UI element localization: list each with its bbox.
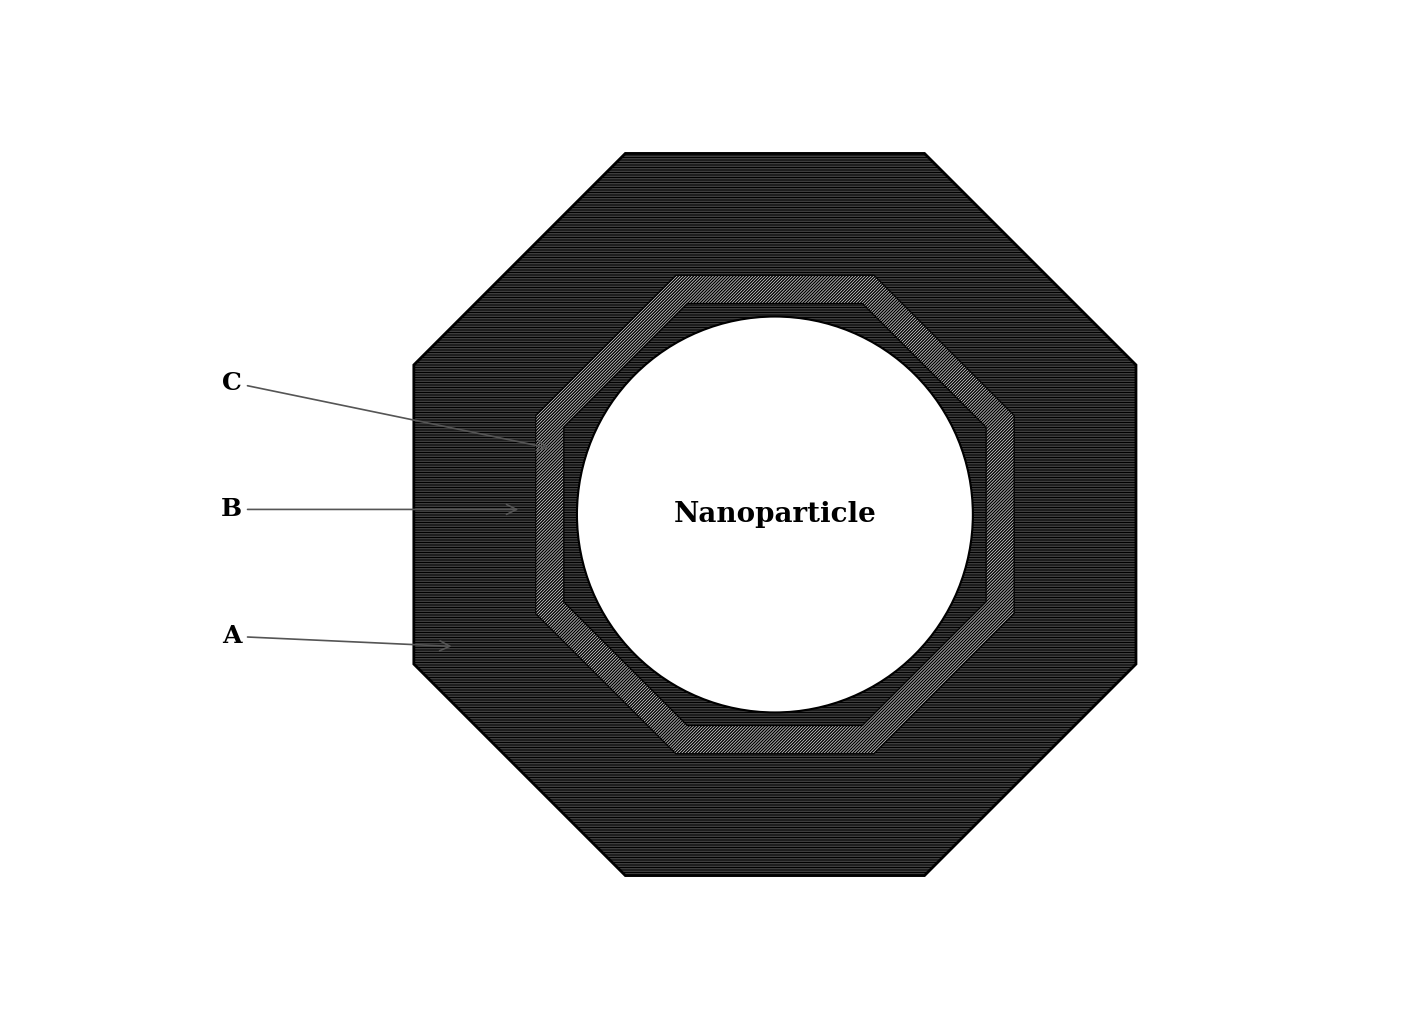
Circle shape [577,317,972,712]
Text: A: A [223,625,450,650]
Text: B: B [221,497,517,522]
PathPatch shape [536,276,1014,753]
Text: Nanoparticle: Nanoparticle [674,501,877,528]
Text: C: C [223,370,547,451]
PathPatch shape [564,304,985,725]
PathPatch shape [414,153,1137,876]
